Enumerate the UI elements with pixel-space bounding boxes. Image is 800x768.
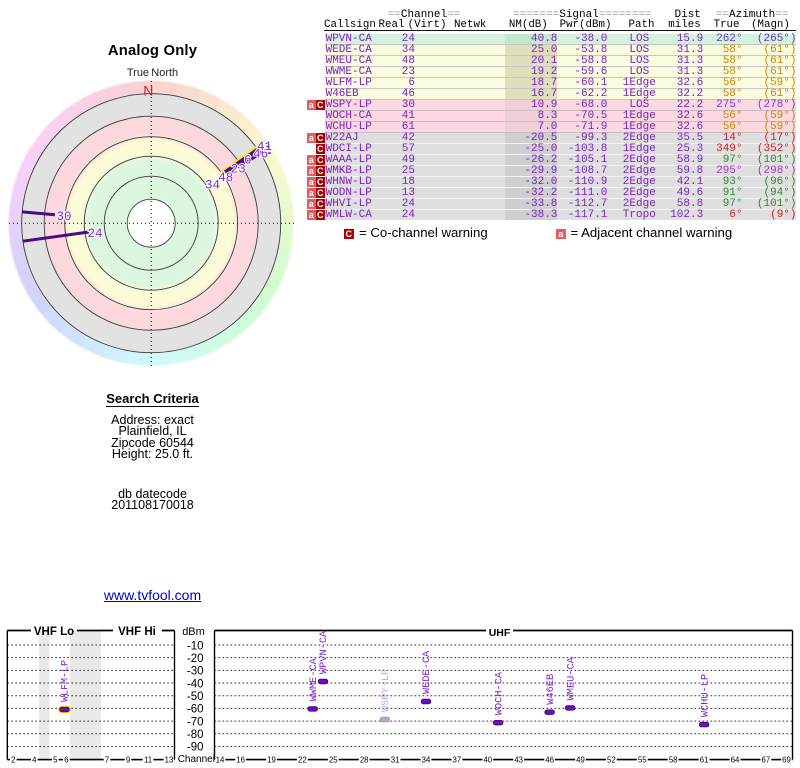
svg-text:40: 40 — [483, 755, 492, 764]
svg-text:58: 58 — [669, 755, 678, 764]
svg-text:W46EB: W46EB — [545, 674, 557, 705]
svg-text:WPVN-CA: WPVN-CA — [318, 630, 330, 674]
svg-text:-60: -60 — [187, 704, 204, 716]
svg-text:22: 22 — [298, 755, 307, 764]
svg-text:49: 49 — [576, 755, 585, 764]
svg-text:48: 48 — [218, 171, 233, 185]
svg-text:24: 24 — [87, 227, 102, 241]
svg-text:34: 34 — [422, 755, 431, 764]
svg-text:UHF: UHF — [489, 627, 511, 639]
svg-text:WEDE-CA: WEDE-CA — [421, 650, 433, 694]
svg-text:34: 34 — [205, 178, 220, 192]
svg-text:5: 5 — [53, 755, 58, 764]
svg-text:4: 4 — [32, 755, 37, 764]
svg-text:dBm: dBm — [182, 626, 205, 638]
svg-text:VHF Hi: VHF Hi — [118, 626, 156, 638]
svg-text:19: 19 — [267, 755, 276, 764]
svg-text:-40: -40 — [187, 678, 204, 690]
svg-text:-70: -70 — [187, 716, 204, 728]
svg-text:67: 67 — [762, 755, 771, 764]
svg-text:6: 6 — [244, 153, 252, 167]
svg-text:WMEU-CA: WMEU-CA — [565, 656, 577, 700]
svg-text:13: 13 — [165, 755, 174, 764]
svg-text:43: 43 — [514, 755, 523, 764]
svg-text:55: 55 — [638, 755, 647, 764]
svg-text:-50: -50 — [187, 691, 204, 703]
svg-text:14: 14 — [216, 755, 225, 764]
svg-text:6: 6 — [64, 755, 68, 764]
svg-text:23: 23 — [231, 163, 246, 177]
svg-text:64: 64 — [731, 755, 740, 764]
svg-text:-90: -90 — [187, 742, 204, 754]
svg-text:31: 31 — [391, 755, 400, 764]
svg-text:-20: -20 — [187, 653, 204, 665]
svg-text:46: 46 — [253, 148, 268, 162]
svg-text:-80: -80 — [187, 729, 204, 741]
svg-text:WCHU-LP: WCHU-LP — [699, 674, 711, 717]
svg-text:N: N — [143, 83, 153, 99]
svg-text:41: 41 — [257, 140, 272, 154]
svg-text:28: 28 — [360, 755, 369, 764]
svg-text:61: 61 — [700, 755, 709, 764]
svg-text:-10: -10 — [187, 640, 204, 652]
svg-text:7: 7 — [105, 755, 109, 764]
svg-text:VHF Lo: VHF Lo — [34, 626, 74, 638]
svg-text:WSPY-LP: WSPY-LP — [380, 669, 392, 712]
svg-text:25: 25 — [329, 755, 338, 764]
svg-text:2: 2 — [11, 755, 15, 764]
svg-text:11: 11 — [144, 755, 152, 764]
svg-text:52: 52 — [607, 755, 616, 764]
svg-text:-30: -30 — [187, 666, 204, 678]
svg-text:37: 37 — [453, 755, 462, 764]
svg-text:WOCH-CA: WOCH-CA — [493, 671, 505, 715]
svg-text:WLFM-LP: WLFM-LP — [61, 660, 72, 702]
svg-text:30: 30 — [56, 210, 71, 224]
svg-text:46: 46 — [545, 755, 554, 764]
svg-text:69: 69 — [782, 755, 791, 764]
svg-text:WWME-CA: WWME-CA — [308, 657, 320, 701]
svg-text:Channel: Channel — [178, 754, 215, 765]
svg-text:9: 9 — [126, 755, 130, 764]
svg-text:16: 16 — [236, 755, 245, 764]
